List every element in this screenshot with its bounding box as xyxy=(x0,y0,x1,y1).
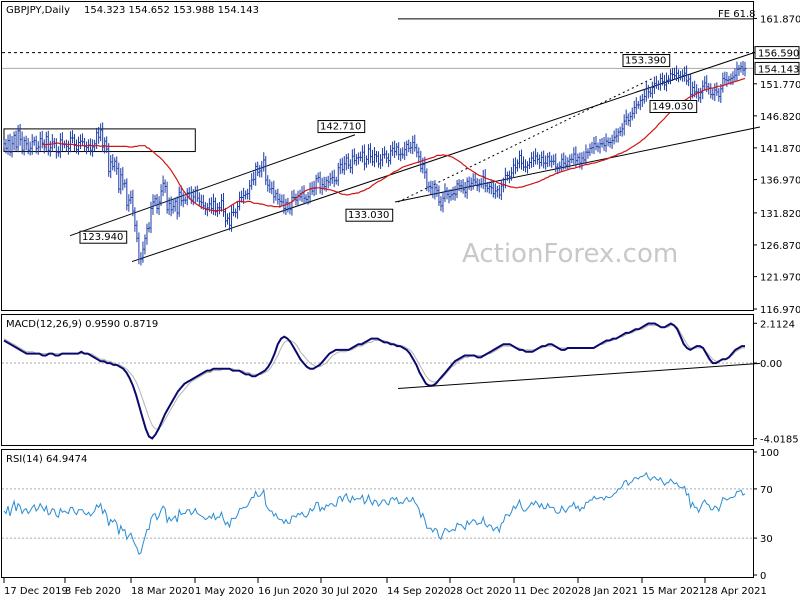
sma-line xyxy=(41,77,746,212)
price-tick-label: 116.970 xyxy=(760,305,800,316)
price-annotation-box xyxy=(317,120,366,134)
macd-tick-label: 2.1124 xyxy=(760,319,795,330)
rsi-tick-label: 100 xyxy=(760,448,779,459)
price-annotation: 142.710 xyxy=(320,122,361,133)
macd-panel xyxy=(2,322,761,440)
price-annotation-box xyxy=(79,230,128,244)
date-tick-label: 16 Jun 2020 xyxy=(258,586,318,597)
price-annotation: 153.390 xyxy=(625,56,666,67)
date-tick-label: 28 Apr 2021 xyxy=(705,586,767,597)
axis-labels: 161.870 151.770 146.820 141.870 136.970 131.8… xyxy=(3,14,800,597)
macd-signal-line xyxy=(3,324,745,430)
fe-label: FE 61.8 xyxy=(718,9,756,20)
price-title: GBPJPY,Daily xyxy=(6,5,70,16)
rsi-panel xyxy=(2,471,753,555)
macd-trendline xyxy=(397,362,761,389)
rsi-tick-label: 70 xyxy=(760,485,773,496)
date-tick-label: 1 May 2020 xyxy=(195,586,254,597)
price-annotation-box xyxy=(345,208,394,222)
current-price-label: 154.143 xyxy=(758,64,799,75)
price-tick-label: 121.970 xyxy=(760,273,800,284)
price-annotation: 133.030 xyxy=(348,210,389,221)
price-annotation-box xyxy=(649,99,698,113)
date-tick-label: 14 Sep 2020 xyxy=(387,586,450,597)
rsi-title: RSI(14) 64.9474 xyxy=(6,454,87,465)
channel-line xyxy=(69,134,356,237)
watermark: ActionForex.com xyxy=(462,239,678,269)
price-tick-label: 146.820 xyxy=(760,112,800,123)
date-tick-label: 28 Oct 2020 xyxy=(450,586,512,597)
price-ohlc-readout: 154.323 154.652 153.988 154.143 xyxy=(84,5,259,16)
channel-line xyxy=(131,50,761,263)
rsi-tick-label: 30 xyxy=(760,534,773,545)
date-tick-label: 28 Jan 2021 xyxy=(578,586,638,597)
rsi-panel-frame xyxy=(1,449,754,578)
date-tick-label: 18 Mar 2020 xyxy=(131,586,194,597)
price-annotation-box xyxy=(622,54,671,68)
macd-tick-label: 0.00 xyxy=(760,359,782,370)
date-tick-label: 30 Jul 2020 xyxy=(321,586,378,597)
date-tick-label: 15 Mar 2021 xyxy=(642,586,705,597)
price-tick-label: 141.870 xyxy=(760,144,800,155)
macd-panel-frame xyxy=(1,314,754,446)
date-tick-label: 11 Dec 2020 xyxy=(514,586,578,597)
price-annotation: 123.940 xyxy=(82,232,123,243)
rsi-line xyxy=(3,471,746,555)
price-tick-label: 161.870 xyxy=(760,14,800,25)
current-price-label-box xyxy=(754,61,800,75)
dashed-level-label-box xyxy=(754,46,800,60)
price-tick-label: 136.970 xyxy=(760,176,800,187)
macd-tick-label: -4.0185 xyxy=(760,435,799,446)
rsi-tick-label: 0 xyxy=(760,571,766,582)
price-tick-label: 131.820 xyxy=(760,209,800,220)
price-panel: FE 61.8 123.940 142.710 133.030 153.390 149.0… xyxy=(2,9,761,266)
price-tick-label: 126.870 xyxy=(760,241,800,252)
price-annotation: 149.030 xyxy=(652,101,693,112)
price-tick-label: 151.770 xyxy=(760,80,800,91)
dashed-level-label: 156.590 xyxy=(758,49,799,60)
date-tick-label: 3 Feb 2020 xyxy=(65,586,121,597)
date-tick-label: 17 Dec 2019 xyxy=(4,586,68,597)
macd-title: MACD(12,26,9) 0.9590 0.8719 xyxy=(6,319,158,330)
macd-line xyxy=(3,322,745,440)
